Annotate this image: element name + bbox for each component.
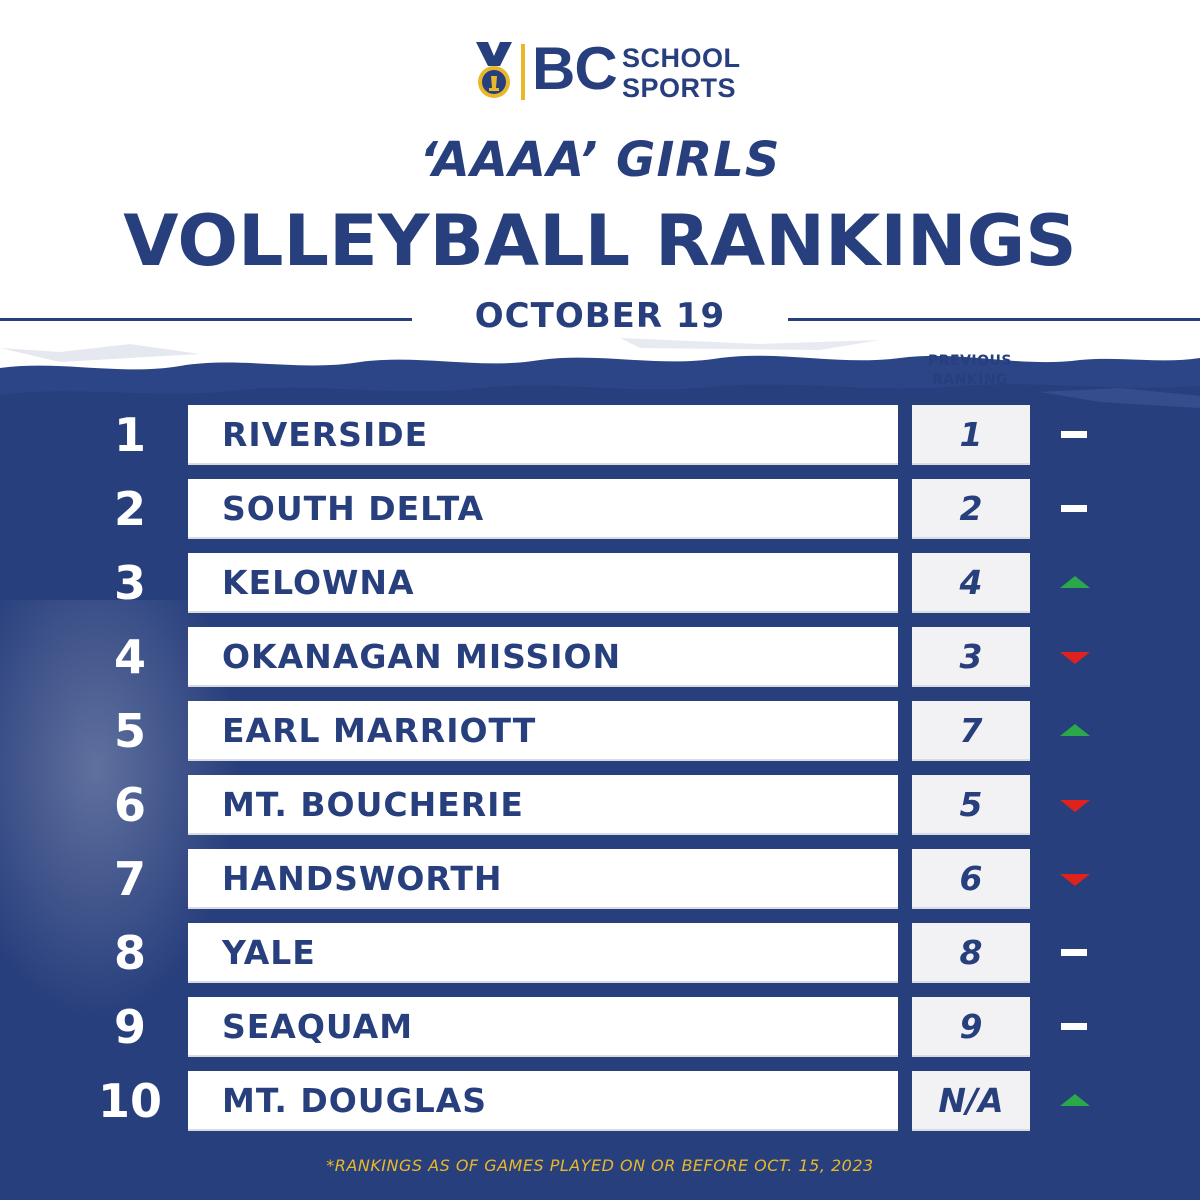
- trend-indicator: [1058, 701, 1092, 761]
- team-box: OKANAGAN MISSION: [188, 627, 898, 687]
- divider-right: [788, 318, 1200, 321]
- rank-number: 7: [113, 852, 146, 906]
- no-change-dash-icon: [1061, 505, 1087, 512]
- trend-indicator: [1058, 1071, 1092, 1131]
- previous-rank: 7: [959, 711, 983, 750]
- ranking-row: 8 YALE 8: [0, 923, 1200, 983]
- rank-number: 5: [113, 704, 146, 758]
- previous-rank: 1: [959, 415, 983, 454]
- previous-rank: 6: [959, 859, 983, 898]
- rank-number: 4: [113, 630, 146, 684]
- previous-rank-box: 9: [912, 997, 1030, 1057]
- previous-ranking-header: PREVIOUS RANKING: [906, 352, 1034, 390]
- previous-rank: N/A: [938, 1081, 1004, 1120]
- team-box: KELOWNA: [188, 553, 898, 613]
- ranking-row: 10 MT. DOUGLAS N/A: [0, 1071, 1200, 1131]
- previous-rank-box: 7: [912, 701, 1030, 761]
- team-name: KELOWNA: [222, 563, 415, 602]
- team-box: SEAQUAM: [188, 997, 898, 1057]
- previous-rank: 5: [959, 785, 983, 824]
- previous-rank-box: 4: [912, 553, 1030, 613]
- team-box: MT. DOUGLAS: [188, 1071, 898, 1131]
- team-box: MT. BOUCHERIE: [188, 775, 898, 835]
- page-title: VOLLEYBALL RANKINGS: [123, 200, 1077, 282]
- ranking-row: 5 EARL MARRIOTT 7: [0, 701, 1200, 761]
- logo-school-text: SCHOOL: [622, 43, 741, 73]
- trend-indicator: [1058, 849, 1092, 909]
- down-arrow-icon: [1060, 874, 1090, 886]
- team-box: HANDSWORTH: [188, 849, 898, 909]
- previous-rank-box: 6: [912, 849, 1030, 909]
- team-name: MT. BOUCHERIE: [222, 785, 524, 824]
- previous-rank-box: 1: [912, 405, 1030, 465]
- down-arrow-icon: [1060, 800, 1090, 812]
- team-name: SOUTH DELTA: [222, 489, 485, 528]
- ranking-row: 4 OKANAGAN MISSION 3: [0, 627, 1200, 687]
- no-change-dash-icon: [1061, 949, 1087, 956]
- ranking-row: 6 MT. BOUCHERIE 5: [0, 775, 1200, 835]
- team-box: RIVERSIDE: [188, 405, 898, 465]
- logo-divider: [521, 44, 525, 100]
- ranking-date: OCTOBER 19: [474, 296, 726, 336]
- trend-indicator: [1058, 997, 1092, 1057]
- footnote: *RANKINGS AS OF GAMES PLAYED ON OR BEFOR…: [326, 1156, 874, 1175]
- team-box: EARL MARRIOTT: [188, 701, 898, 761]
- previous-ranking-header-line2: RANKING: [931, 372, 1009, 388]
- no-change-dash-icon: [1061, 1023, 1087, 1030]
- ranking-row: 2 SOUTH DELTA 2: [0, 479, 1200, 539]
- team-box: SOUTH DELTA: [188, 479, 898, 539]
- rank-number: 1: [113, 408, 146, 462]
- team-name: EARL MARRIOTT: [222, 711, 537, 750]
- rank-number: 6: [113, 778, 146, 832]
- divider-left: [0, 318, 412, 321]
- trend-indicator: [1058, 479, 1092, 539]
- bc-school-sports-logo: BC SCHOOL SPORTS: [474, 35, 740, 104]
- trend-indicator: [1058, 405, 1092, 465]
- trend-indicator: [1058, 923, 1092, 983]
- previous-rank-box: N/A: [912, 1071, 1030, 1131]
- rank-number: 2: [113, 482, 146, 536]
- ranking-row: 7 HANDSWORTH 6: [0, 849, 1200, 909]
- team-name: HANDSWORTH: [222, 859, 503, 898]
- team-name: MT. DOUGLAS: [222, 1081, 488, 1120]
- previous-rank-box: 2: [912, 479, 1030, 539]
- ranking-row: 3 KELOWNA 4: [0, 553, 1200, 613]
- up-arrow-icon: [1060, 724, 1090, 736]
- team-box: YALE: [188, 923, 898, 983]
- rank-number: 9: [113, 1000, 146, 1054]
- rank-number: 3: [113, 556, 146, 610]
- previous-ranking-header-line1: PREVIOUS: [927, 353, 1012, 369]
- team-name: OKANAGAN MISSION: [222, 637, 622, 676]
- logo-bc-text: BC: [532, 35, 618, 102]
- trend-indicator: [1058, 553, 1092, 613]
- down-arrow-icon: [1060, 652, 1090, 664]
- ranking-row: 9 SEAQUAM 9: [0, 997, 1200, 1057]
- rank-number: 10: [97, 1074, 162, 1128]
- team-name: SEAQUAM: [222, 1007, 414, 1046]
- up-arrow-icon: [1060, 1094, 1090, 1106]
- up-arrow-icon: [1060, 576, 1090, 588]
- team-name: RIVERSIDE: [222, 415, 429, 454]
- previous-rank: 9: [959, 1007, 983, 1046]
- previous-rank-box: 5: [912, 775, 1030, 835]
- previous-rank-box: 8: [912, 923, 1030, 983]
- rank-number: 8: [113, 926, 146, 980]
- previous-rank: 8: [959, 933, 983, 972]
- logo-sports-text: SPORTS: [622, 73, 737, 103]
- subtitle: ‘AAAA’ GIRLS: [419, 132, 781, 188]
- team-name: YALE: [222, 933, 316, 972]
- medal-emblem-icon: [476, 42, 512, 98]
- previous-rank: 4: [959, 563, 983, 602]
- previous-rank: 2: [959, 489, 983, 528]
- previous-rank: 3: [959, 637, 983, 676]
- ranking-row: 1 RIVERSIDE 1: [0, 405, 1200, 465]
- no-change-dash-icon: [1061, 431, 1087, 438]
- trend-indicator: [1058, 775, 1092, 835]
- previous-rank-box: 3: [912, 627, 1030, 687]
- trend-indicator: [1058, 627, 1092, 687]
